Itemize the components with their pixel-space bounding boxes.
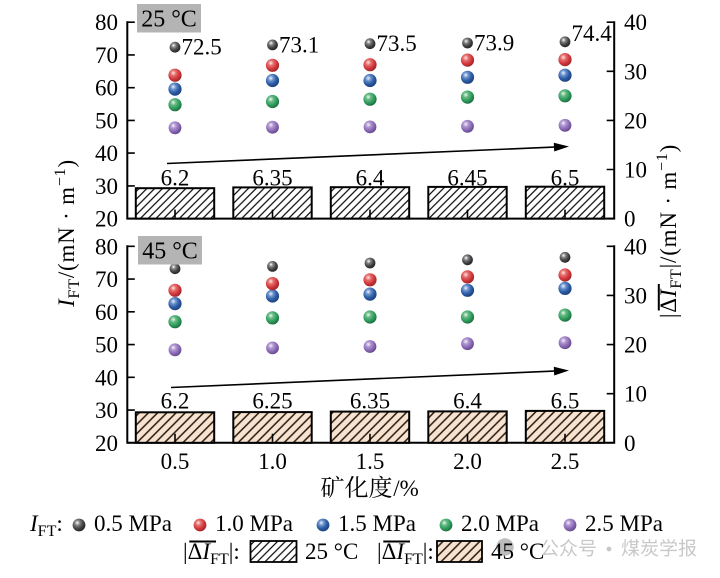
svg-text:40: 40: [624, 234, 647, 259]
svg-text:70: 70: [95, 267, 118, 292]
svg-text:25 °C: 25 °C: [141, 7, 197, 33]
svg-text:6.5: 6.5: [551, 166, 580, 191]
svg-text:1.0 MPa: 1.0 MPa: [215, 511, 293, 536]
svg-text:0: 0: [624, 207, 636, 232]
svg-text:80: 80: [95, 10, 118, 35]
svg-text:73.5: 73.5: [377, 31, 417, 56]
svg-text:6.2: 6.2: [161, 166, 190, 191]
svg-text:45 °C: 45 °C: [491, 539, 544, 564]
svg-text:30: 30: [95, 398, 118, 423]
svg-text:50: 50: [95, 108, 118, 133]
svg-text:60: 60: [95, 76, 118, 101]
svg-text:70: 70: [95, 43, 118, 68]
svg-text:2.0: 2.0: [453, 449, 482, 474]
svg-text:0: 0: [624, 431, 636, 456]
svg-text:40: 40: [624, 10, 647, 35]
svg-text:30: 30: [624, 59, 647, 84]
svg-text:30: 30: [95, 174, 118, 199]
svg-text:50: 50: [95, 333, 118, 358]
svg-text:0.5: 0.5: [161, 449, 190, 474]
svg-text:2.0 MPa: 2.0 MPa: [461, 511, 539, 536]
svg-text:20: 20: [624, 333, 647, 358]
svg-text:10: 10: [624, 158, 647, 183]
svg-text:73.9: 73.9: [474, 31, 514, 56]
svg-text:6.35: 6.35: [252, 166, 292, 191]
svg-text:/%: /%: [393, 476, 419, 501]
svg-text:1.5: 1.5: [356, 449, 385, 474]
svg-text:25 °C: 25 °C: [305, 539, 358, 564]
svg-text:73.1: 73.1: [279, 32, 319, 57]
svg-text:40: 40: [95, 365, 118, 390]
svg-text:20: 20: [95, 431, 118, 456]
svg-text:60: 60: [95, 300, 118, 325]
svg-text:IFT:: IFT:: [29, 511, 63, 540]
svg-text:IFT/(mN · m−1): IFT/(mN · m−1): [52, 159, 83, 308]
svg-text:6.5: 6.5: [551, 389, 580, 414]
svg-text:6.35: 6.35: [350, 389, 390, 414]
svg-text:6.4: 6.4: [453, 389, 482, 414]
svg-text:6.25: 6.25: [252, 389, 292, 414]
svg-text:72.5: 72.5: [182, 35, 222, 60]
svg-text:|ΔIFT|:: |ΔIFT|:: [183, 539, 240, 568]
svg-text:1.5 MPa: 1.5 MPa: [338, 511, 416, 536]
svg-text:10: 10: [624, 382, 647, 407]
svg-text:6.4: 6.4: [356, 166, 385, 191]
svg-text:30: 30: [624, 283, 647, 308]
svg-text:40: 40: [95, 141, 118, 166]
svg-text:6.45: 6.45: [447, 166, 487, 191]
svg-text:20: 20: [624, 108, 647, 133]
svg-text:20: 20: [95, 207, 118, 232]
svg-text:6.2: 6.2: [161, 389, 190, 414]
svg-text:1.0: 1.0: [258, 449, 287, 474]
svg-text:0.5 MPa: 0.5 MPa: [94, 511, 172, 536]
svg-text:74.4: 74.4: [572, 21, 613, 46]
svg-text:2.5: 2.5: [551, 449, 580, 474]
svg-text:80: 80: [95, 234, 118, 259]
svg-text:45 °C: 45 °C: [142, 239, 198, 265]
svg-text:2.5 MPa: 2.5 MPa: [585, 511, 663, 536]
